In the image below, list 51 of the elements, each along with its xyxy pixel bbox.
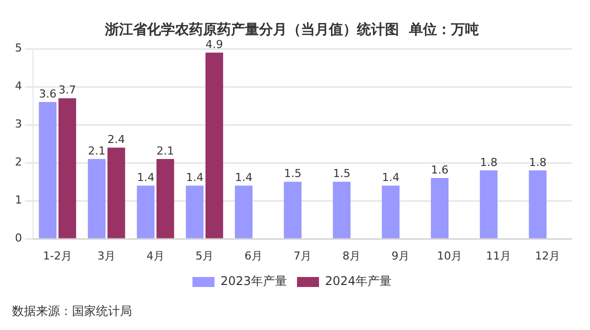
- bar: [480, 170, 498, 238]
- y-tick-label: 2: [15, 156, 22, 169]
- y-tick-label: 1: [15, 194, 22, 207]
- y-tick-label: 5: [15, 42, 22, 55]
- data-label: 1.8: [480, 156, 498, 169]
- legend-label: 2024年产量: [325, 274, 392, 288]
- x-tick-label: 10月: [437, 249, 462, 262]
- bar: [136, 186, 155, 238]
- bar: [528, 170, 547, 238]
- bar: [38, 102, 57, 238]
- data-label: 1.4: [186, 170, 204, 184]
- data-label: 1.5: [332, 167, 350, 180]
- data-label: 4.9: [206, 38, 224, 51]
- bar: [430, 178, 449, 238]
- y-tick-label: 3: [15, 118, 22, 131]
- y-tick-label: 0: [15, 232, 22, 245]
- legend-label: 2023年产量: [220, 274, 288, 288]
- bar: [58, 98, 76, 238]
- x-tick-label: 12月: [535, 249, 560, 262]
- bar: [107, 148, 126, 238]
- bar: [156, 159, 174, 238]
- bar: [186, 186, 204, 238]
- bar: [234, 186, 253, 238]
- data-label: 1.6: [430, 163, 448, 176]
- x-tick-label: 1-2月: [43, 249, 72, 262]
- data-label: 2.1: [156, 144, 174, 158]
- source-note: 数据来源：国家统计局: [12, 304, 132, 318]
- data-label: 1.4: [136, 170, 154, 184]
- x-tick-label: 9月: [392, 249, 410, 262]
- y-tick-label: 4: [15, 80, 22, 93]
- data-label: 1.8: [528, 156, 546, 169]
- data-label: 1.4: [234, 170, 252, 184]
- data-label: 1.5: [284, 167, 302, 180]
- bar: [332, 182, 351, 238]
- data-label: 3.6: [38, 87, 56, 100]
- x-tick-label: 5月: [196, 249, 214, 262]
- bar: [205, 52, 224, 238]
- x-tick-label: 4月: [146, 249, 164, 262]
- bar: [284, 182, 302, 238]
- x-tick-label: 3月: [98, 249, 116, 262]
- bar: [88, 159, 106, 238]
- x-tick-label: 7月: [294, 249, 312, 262]
- chart-title: 浙江省化学农药原药产量分月（当月值）统计图 单位：万吨: [104, 21, 479, 38]
- x-tick-label: 6月: [244, 249, 262, 262]
- data-label: 2.4: [108, 132, 126, 146]
- data-label: 1.4: [382, 170, 400, 184]
- x-tick-label: 11月: [486, 249, 511, 262]
- data-label: 2.1: [88, 144, 106, 158]
- bar: [382, 186, 400, 238]
- data-label: 3.7: [58, 84, 76, 97]
- x-tick-label: 8月: [342, 249, 360, 262]
